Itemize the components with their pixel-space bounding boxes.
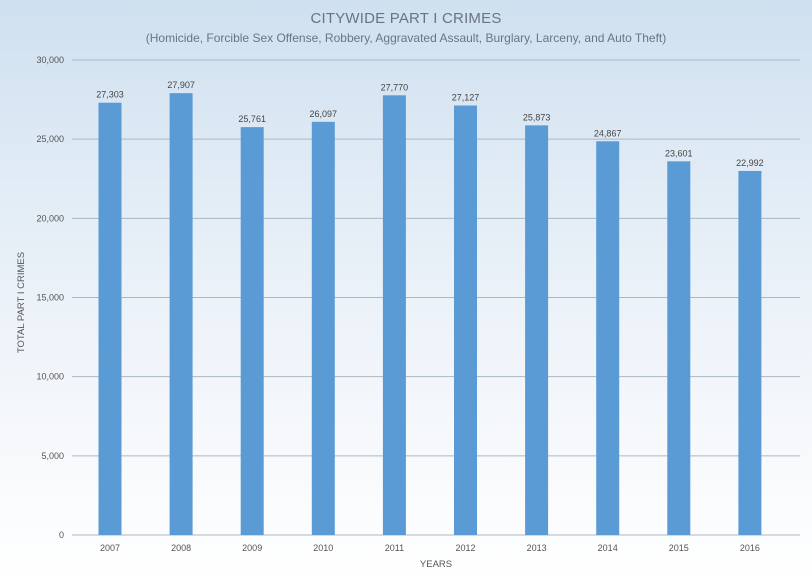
y-tick-label: 0 (59, 530, 64, 540)
x-tick-label: 2015 (669, 543, 689, 553)
x-tick-label: 2013 (527, 543, 547, 553)
chart-title: CITYWIDE PART I CRIMES (310, 10, 502, 27)
y-tick-label: 20,000 (36, 213, 64, 223)
bar (240, 127, 264, 536)
y-tick-label: 30,000 (36, 55, 64, 65)
data-label: 24,867 (594, 128, 622, 138)
y-tick-label: 5,000 (41, 451, 64, 461)
data-label: 25,761 (238, 114, 266, 124)
data-label: 27,303 (96, 90, 124, 100)
chart-subtitle: (Homicide, Forcible Sex Offense, Robbery… (145, 31, 667, 45)
data-label: 23,601 (665, 148, 693, 158)
data-label: 27,907 (167, 80, 195, 90)
x-tick-label: 2016 (740, 543, 760, 553)
x-tick-label: 2007 (100, 543, 120, 553)
y-axis-title: TOTAL PART I CRIMES (16, 252, 27, 353)
data-label: 26,097 (310, 109, 338, 119)
y-tick-label: 25,000 (36, 134, 64, 144)
data-label: 25,873 (523, 112, 551, 122)
data-label: 27,127 (452, 92, 480, 102)
x-axis-ticks: 2007 2008 2009 2010 2011 2012 2013 2014 2015 2016 (100, 543, 760, 553)
y-tick-label: 15,000 (36, 293, 64, 303)
y-tick-label: 10,000 (36, 372, 64, 382)
data-label: 22,992 (736, 158, 764, 168)
bar (667, 161, 691, 535)
data-labels: 27,303 27,907 25,761 26,097 27,770 27,127 25,8… (96, 80, 763, 168)
bar (454, 105, 477, 535)
x-axis-title: YEARS (420, 559, 452, 570)
x-tick-label: 2014 (598, 543, 618, 553)
bar (311, 121, 335, 536)
data-label: 27,770 (381, 82, 409, 92)
bar (382, 95, 406, 535)
x-tick-label: 2011 (385, 543, 404, 553)
bar (169, 93, 193, 536)
x-tick-label: 2008 (171, 543, 191, 553)
bar (525, 125, 549, 535)
y-axis-ticks: 0 5,000 10,000 15,000 20,000 25,000 30,000 (36, 55, 64, 540)
x-tick-label: 2010 (313, 543, 333, 553)
bars (98, 93, 762, 536)
bar (596, 141, 620, 535)
bar (98, 102, 122, 535)
bar (738, 170, 762, 535)
x-tick-label: 2012 (455, 543, 475, 553)
x-tick-label: 2009 (242, 543, 262, 553)
